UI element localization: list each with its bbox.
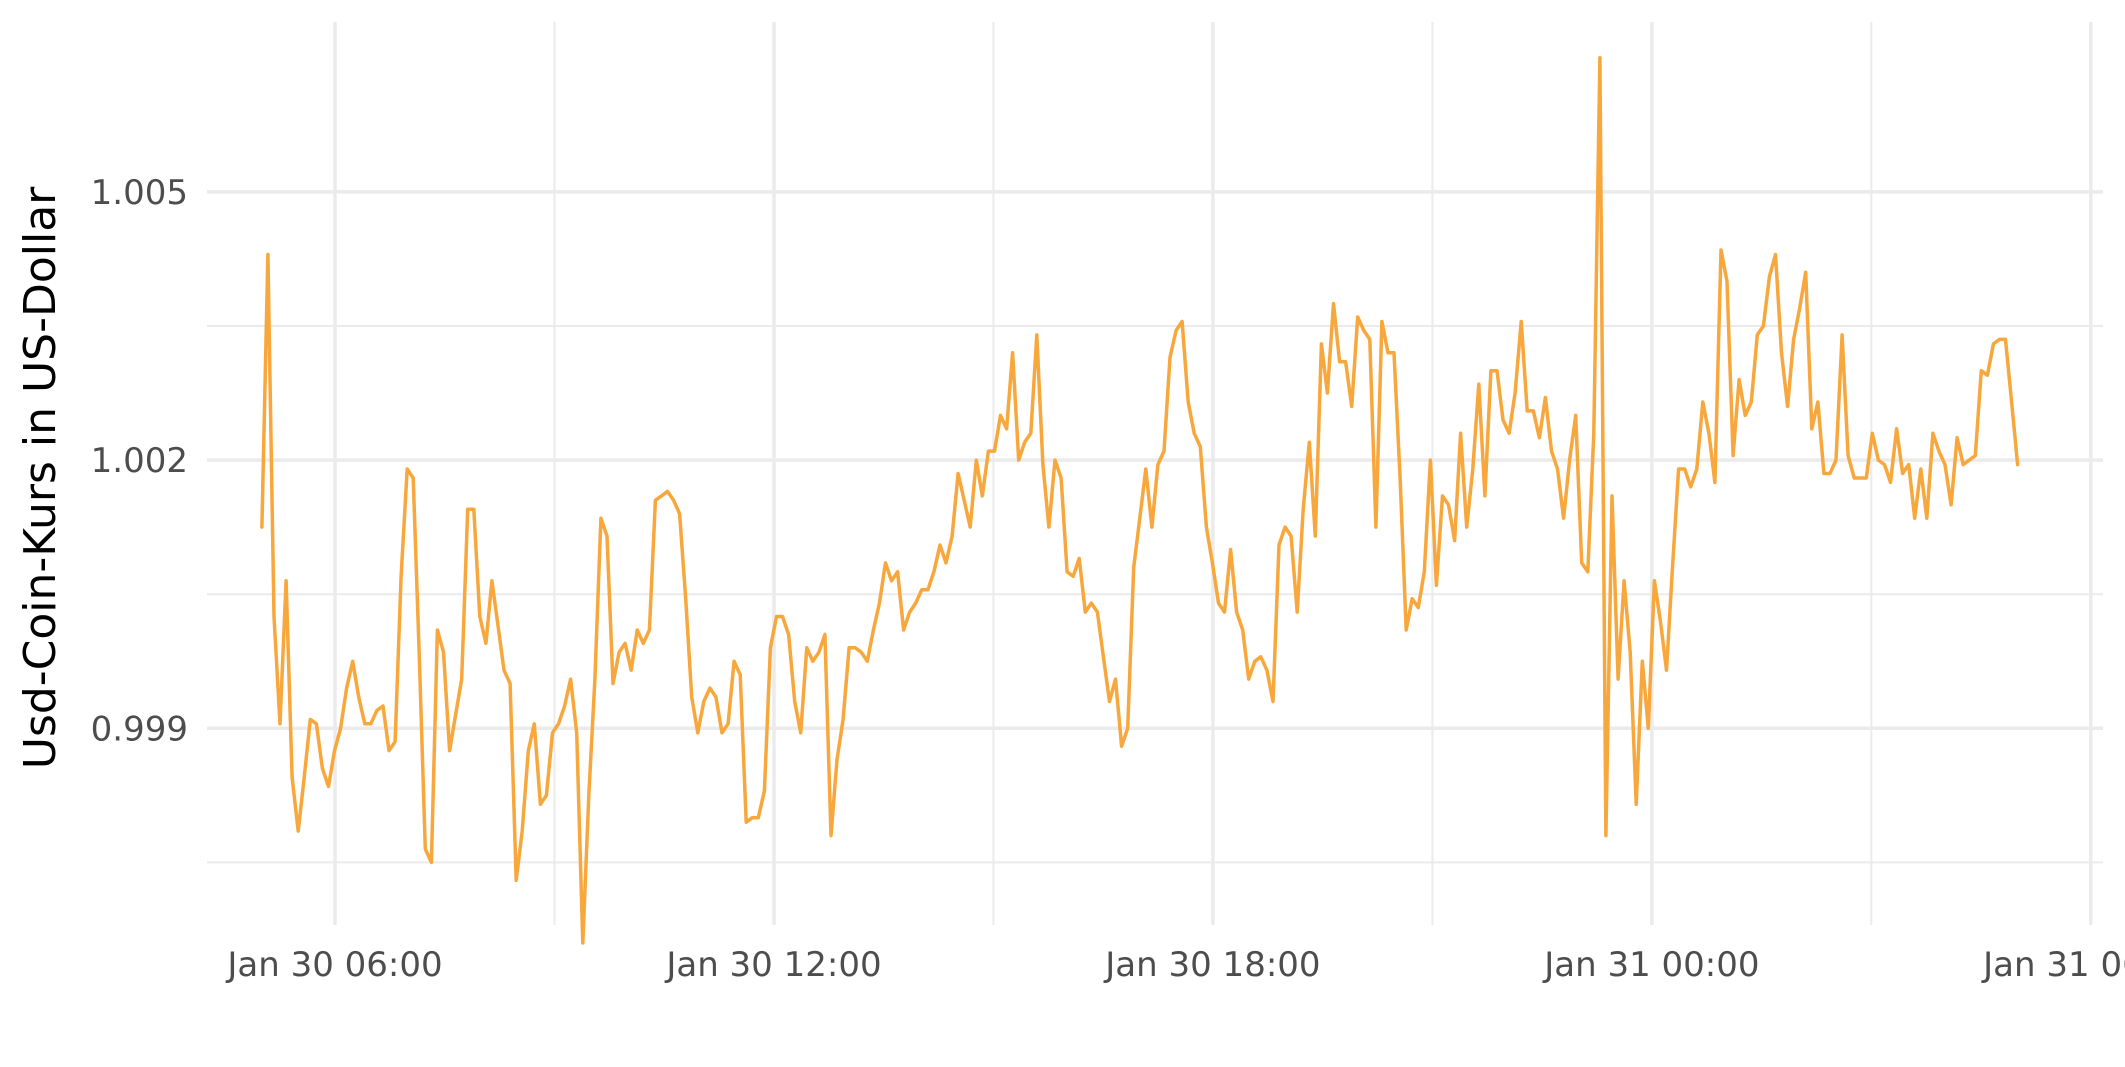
x-tick-label: Jan 30 18:00 (1103, 945, 1320, 985)
y-axis-label: Usd-Coin-Kurs in US-Dollar (15, 186, 66, 769)
y-tick-label: 1.005 (91, 173, 188, 213)
x-tick-label: Jan 30 06:00 (225, 945, 442, 985)
series-layer (260, 56, 2020, 945)
usdc-price-line (260, 56, 2020, 945)
y-axis-ticks: 0.999 1.002 1.005 (91, 173, 188, 749)
grid (207, 22, 2103, 925)
x-tick-label: Jan 31 06:00 (1981, 945, 2125, 985)
x-tick-label: Jan 30 12:00 (664, 945, 881, 985)
y-tick-label: 0.999 (91, 709, 188, 749)
y-tick-label: 1.002 (91, 441, 188, 481)
x-axis-ticks: Jan 30 06:00 Jan 30 12:00 Jan 30 18:00 Jan … (225, 945, 2125, 985)
x-tick-label: Jan 31 00:00 (1542, 945, 1759, 985)
